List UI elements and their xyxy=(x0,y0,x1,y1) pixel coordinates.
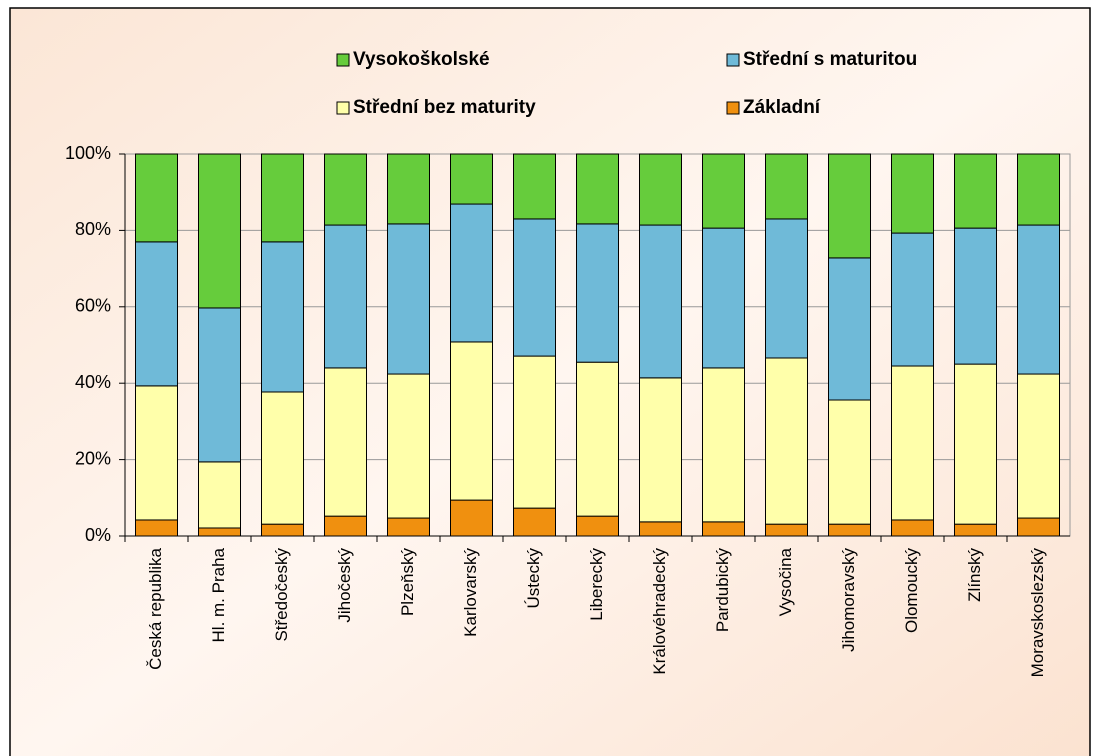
bar-segment xyxy=(954,363,997,525)
bar-segment xyxy=(387,373,430,519)
bar-segment xyxy=(954,523,997,537)
bar-segment xyxy=(198,153,241,309)
bar-segment xyxy=(261,391,304,525)
x-tick-label: Olomoucký xyxy=(902,548,921,634)
x-tick-label: Zlínský xyxy=(965,548,984,602)
legend-label: Základní xyxy=(743,97,821,118)
legend-swatch xyxy=(726,101,740,115)
legend-swatch xyxy=(336,101,350,115)
legend-label: Střední s maturitou xyxy=(743,49,917,70)
bar-segment xyxy=(513,355,556,509)
bar-segment xyxy=(135,241,178,387)
bar-segment xyxy=(261,241,304,393)
bar-segment xyxy=(576,153,619,225)
bar-segment xyxy=(513,153,556,220)
x-tick-label: Ústecký xyxy=(524,548,543,609)
bar-segment xyxy=(261,523,304,537)
bar-segment xyxy=(387,223,430,375)
x-tick-label: Jihomoravský xyxy=(839,548,858,652)
bar-segment xyxy=(639,377,682,523)
x-tick-label: Moravskoslezský xyxy=(1028,548,1047,678)
bar-segment xyxy=(702,521,745,537)
bar-segment xyxy=(702,153,745,229)
x-tick-label: Hl. m. Praha xyxy=(209,547,228,642)
y-tick-label: 40% xyxy=(75,372,111,392)
bar-segment xyxy=(765,153,808,220)
bar-segment xyxy=(387,517,430,537)
bar-segment xyxy=(891,519,934,537)
x-tick-label: Středočeský xyxy=(272,548,291,642)
legend-label: Vysokoškolské xyxy=(353,49,490,70)
x-tick-label: Vysočina xyxy=(776,547,795,616)
bar-segment xyxy=(198,461,241,529)
bar-segment xyxy=(324,367,367,517)
y-tick-label: 20% xyxy=(75,448,111,468)
y-tick-label: 100% xyxy=(65,143,111,163)
bar-segment xyxy=(198,307,241,463)
bar-segment xyxy=(513,218,556,357)
bar-segment xyxy=(702,367,745,523)
bar-segment xyxy=(954,227,997,365)
bar-segment xyxy=(576,515,619,537)
bar-segment xyxy=(639,521,682,537)
x-tick-label: Pardubický xyxy=(713,548,732,633)
bar-segment xyxy=(828,153,871,259)
x-tick-label: Královéhradecký xyxy=(650,548,669,675)
bar-segment xyxy=(450,153,493,205)
x-tick-label: Jihočeský xyxy=(335,548,354,623)
x-tick-label: Česká republika xyxy=(146,547,165,669)
bar-segment xyxy=(1017,153,1060,226)
bar-segment xyxy=(135,385,178,521)
y-tick-label: 80% xyxy=(75,219,111,239)
bar-segment xyxy=(891,232,934,367)
bar-segment xyxy=(639,153,682,226)
bar-segment xyxy=(639,224,682,379)
bar-segment xyxy=(891,365,934,521)
bar-segment xyxy=(765,523,808,537)
bar-segment xyxy=(324,224,367,369)
x-tick-label: Karlovarský xyxy=(461,548,480,637)
bar-segment xyxy=(198,527,241,537)
bar-segment xyxy=(828,523,871,537)
bar-segment xyxy=(450,499,493,537)
bar-segment xyxy=(135,153,178,243)
bar-segment xyxy=(765,218,808,359)
bar-segment xyxy=(135,519,178,537)
bar-segment xyxy=(1017,224,1060,375)
bar-segment xyxy=(954,153,997,229)
bar-segment xyxy=(450,341,493,501)
bar-segment xyxy=(513,507,556,537)
bar-segment xyxy=(576,361,619,517)
x-tick-label: Liberecký xyxy=(587,548,606,621)
legend-swatch xyxy=(336,53,350,67)
bar-segment xyxy=(324,515,367,537)
bar-segment xyxy=(324,153,367,226)
bar-segment xyxy=(828,257,871,401)
bar-segment xyxy=(702,227,745,369)
bar-segment xyxy=(387,153,430,225)
bar-segment xyxy=(576,223,619,363)
legend-swatch xyxy=(726,53,740,67)
bar-segment xyxy=(261,153,304,243)
x-tick-label: Plzeňský xyxy=(398,548,417,617)
bar-segment xyxy=(1017,517,1060,537)
bar-segment xyxy=(765,357,808,525)
y-tick-label: 60% xyxy=(75,296,111,316)
bar-segment xyxy=(891,153,934,234)
y-tick-label: 0% xyxy=(85,525,111,545)
bar-segment xyxy=(1017,373,1060,519)
legend-label: Střední bez maturity xyxy=(353,97,536,118)
bar-segment xyxy=(450,203,493,343)
bar-segment xyxy=(828,399,871,525)
